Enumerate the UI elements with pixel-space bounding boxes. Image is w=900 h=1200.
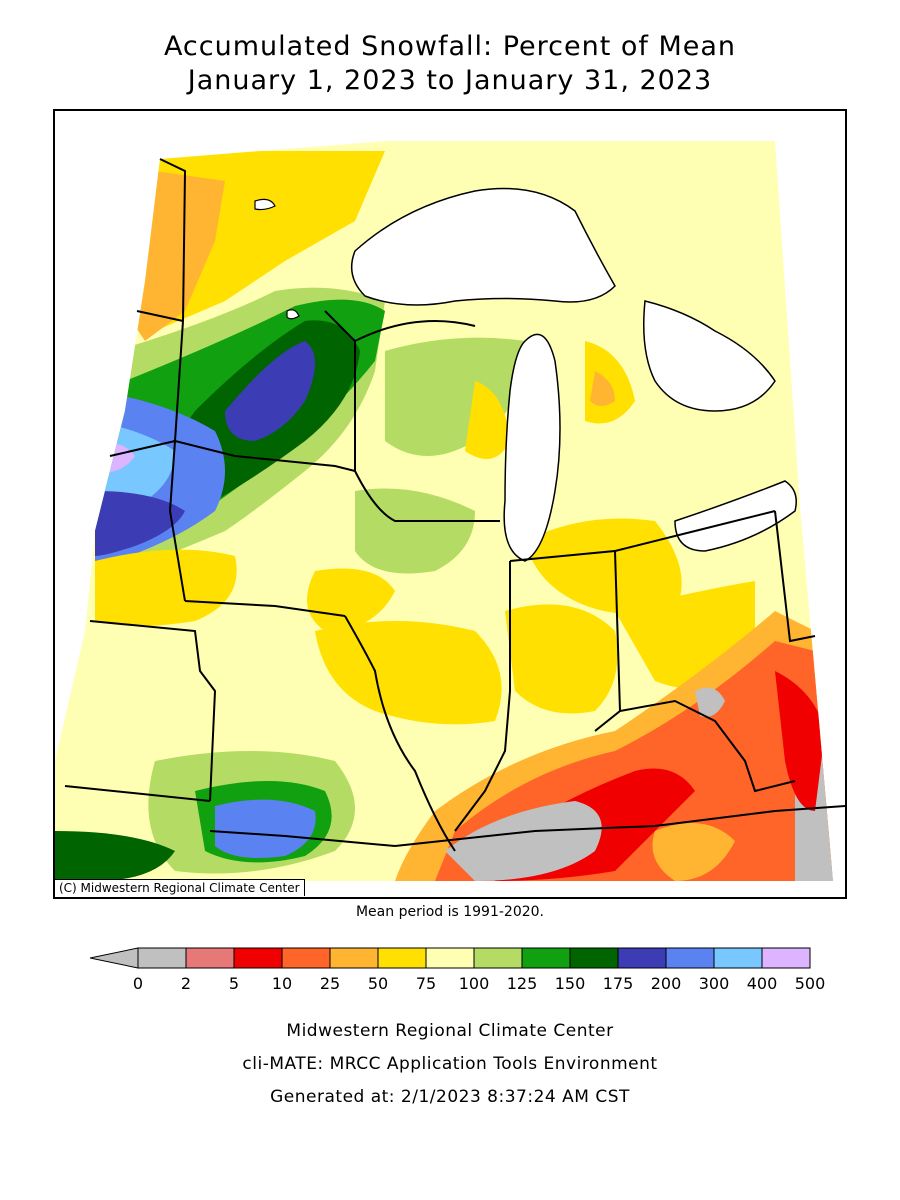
- legend-color-box: [761, 947, 811, 969]
- legend-tick-label: 0: [133, 974, 143, 993]
- map-title-line1: Accumulated Snowfall: Percent of Mean: [163, 31, 737, 62]
- legend-tick-label: 2: [181, 974, 191, 993]
- legend-tick-label: 5: [229, 974, 239, 993]
- legend-color-box: [713, 947, 763, 969]
- legend-tick-label: 175: [603, 974, 634, 993]
- mean-period-note: Mean period is 1991-2020.: [355, 904, 545, 920]
- legend-color-box: [617, 947, 667, 969]
- snowfall-map-canvas: [55, 111, 845, 897]
- legend-color-box: [665, 947, 715, 969]
- copyright-label: (C) Midwestern Regional Climate Center: [55, 879, 305, 896]
- snowfall-map: [53, 109, 847, 899]
- legend-color-box: [569, 947, 619, 969]
- legend-tick-label: 150: [555, 974, 586, 993]
- color-legend: 0 2 5 10 25 50 75 100 125 150 175 200 300 400 500: [90, 947, 825, 993]
- legend-color-box: [521, 947, 571, 969]
- legend-color-box: [233, 947, 283, 969]
- legend-color-box: [329, 947, 379, 969]
- legend-color-box: [425, 947, 475, 969]
- state-boundaries: [64, 158, 845, 852]
- legend-color-box: [377, 947, 427, 969]
- credit-tool: cli-MATE: MRCC Application Tools Environ…: [242, 1054, 658, 1074]
- legend-tick-label: 500: [795, 974, 826, 993]
- map-title-line2: January 1, 2023 to January 31, 2023: [187, 65, 713, 96]
- legend-color-box: [137, 947, 187, 969]
- legend-tick-label: 50: [368, 974, 388, 993]
- legend-tick-labels: 0 2 5 10 25 50 75 100 125 150 175 200 300 400 500: [133, 974, 825, 993]
- legend-tick-label: 10: [272, 974, 292, 993]
- legend-color-box: [473, 947, 523, 969]
- legend-tick-label: 125: [507, 974, 538, 993]
- legend-tick-label: 25: [320, 974, 340, 993]
- credit-generated: Generated at: 2/1/2023 8:37:24 AM CST: [270, 1087, 630, 1107]
- legend-tick-label: 300: [699, 974, 730, 993]
- legend-tick-label: 200: [651, 974, 682, 993]
- legend-color-box: [185, 947, 235, 969]
- legend-tick-label: 75: [416, 974, 436, 993]
- legend-tick-label: 100: [459, 974, 490, 993]
- credit-org: Midwestern Regional Climate Center: [286, 1021, 614, 1041]
- legend-tick-label: 400: [747, 974, 778, 993]
- legend-color-bar: [90, 947, 811, 969]
- legend-color-box: [281, 947, 331, 969]
- great-lakes: [254, 187, 797, 562]
- legend-below-min-arrow: [90, 947, 139, 969]
